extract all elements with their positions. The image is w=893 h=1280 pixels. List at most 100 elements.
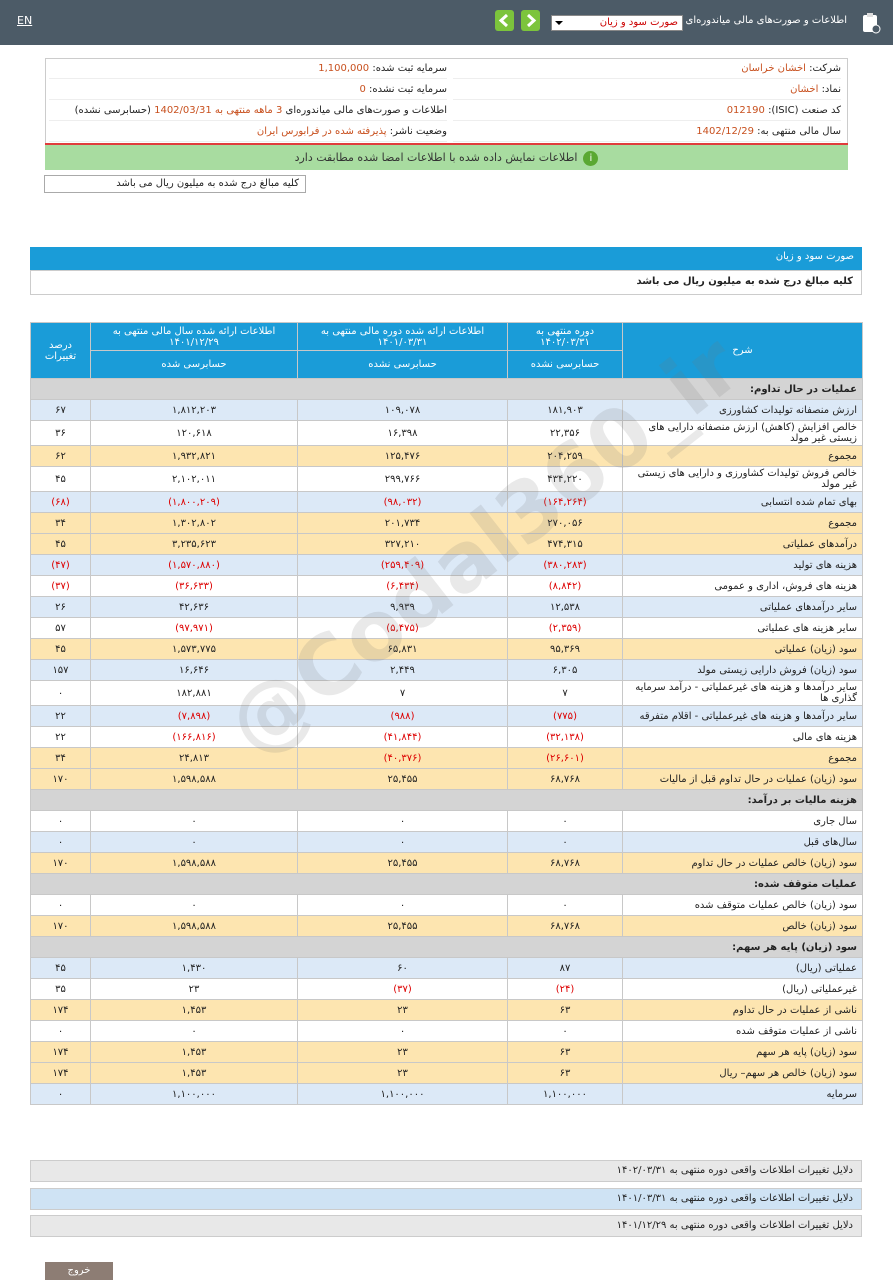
row-value: ۲۲,۳۵۶: [507, 420, 623, 446]
data-row: ارزش منصفانه تولیدات کشاورزی ۱۸۱,۹۰۳ ۱۰۹,۰…: [30, 399, 863, 421]
row-label: درآمدهای عملیاتی: [622, 533, 863, 555]
data-row: هزینه های فروش، اداری و عمومی (۸,۸۴۲) (۶,۴…: [30, 575, 863, 597]
row-value: (۳۶,۶۳۳): [90, 575, 298, 597]
row-change: ۱۷۴: [30, 1041, 91, 1063]
data-row: سود (زیان) خالص ۶۸,۷۶۸ ۲۵,۴۵۵ ۱,۵۹۸,۵۸۸ ۱۷۰: [30, 915, 863, 937]
row-change: ۶۲: [30, 445, 91, 467]
row-change: ۱۷۴: [30, 999, 91, 1021]
row-change: ۶۷: [30, 399, 91, 421]
section-label: عملیات در حال تداوم:: [30, 378, 863, 400]
row-change: ۵۷: [30, 617, 91, 639]
row-label: سال جاری: [622, 810, 863, 832]
row-value: ۹,۹۳۹: [297, 596, 508, 618]
row-label: سایر درآمدها و هزینه های غیرعملیاتی - در…: [622, 680, 863, 706]
data-row: بهای تمام شده انتسابی (۱۶۴,۲۶۴) (۹۸,۰۳۲) (۱…: [30, 491, 863, 513]
row-change: ۳۵: [30, 978, 91, 1000]
row-value: ۹۵,۳۶۹: [507, 638, 623, 660]
row-label: ناشی از عملیات متوقف شده: [622, 1020, 863, 1042]
info-label: کد صنعت (ISIC):: [768, 105, 841, 116]
exit-button[interactable]: خروج: [45, 1262, 113, 1280]
row-change: ۴۵: [30, 957, 91, 979]
section-row: عملیات متوقف شده:: [30, 873, 863, 895]
data-row: ناشی از عملیات در حال تداوم ۶۳ ۲۳ ۱,۴۵۳ ۱۷۴: [30, 999, 863, 1021]
info-value: 3 ماهه منتهی به 1402/03/31: [154, 105, 283, 116]
data-row: سود (زیان) خالص عملیات در حال تداوم ۶۸,۷۶…: [30, 852, 863, 874]
row-value: ۱۲۵,۴۷۶: [297, 445, 508, 467]
row-value: ۸۷: [507, 957, 623, 979]
language-link[interactable]: EN: [17, 14, 33, 27]
row-value: ۲۳: [297, 1062, 508, 1084]
row-value: ۰: [297, 1020, 508, 1042]
row-change: ۰: [30, 1083, 91, 1105]
row-value: ۱,۵۷۳,۷۷۵: [90, 638, 298, 660]
row-value: ۲۹۹,۷۶۶: [297, 466, 508, 492]
row-label: سایر هزینه های عملیاتی: [622, 617, 863, 639]
notice: iاطلاعات نمایش داده شده با اطلاعات امضا …: [45, 143, 848, 170]
info-row: وضعیت ناشر: پذیرفته شده در فرابورس ایران: [49, 122, 447, 142]
statement-unit-note: کلیه مبالغ درج شده به میلیون ریال می باش…: [30, 270, 862, 295]
row-change: ۲۲: [30, 726, 91, 748]
row-value: ۶۰: [297, 957, 508, 979]
section-row: سود (زیان) پایه هر سهم:: [30, 936, 863, 958]
data-row: سرمایه ۱,۱۰۰,۰۰۰ ۱,۱۰۰,۰۰۰ ۱,۱۰۰,۰۰۰ ۰: [30, 1083, 863, 1105]
data-row: سود (زیان) خالص هر سهم– ریال ۶۳ ۲۳ ۱,۴۵۳ ۱۷۴: [30, 1062, 863, 1084]
row-value: (۳۲,۱۳۸): [507, 726, 623, 748]
income-statement-table: شرح دوره منتهی به ۱۴۰۲/۰۳/۳۱ اطلاعات ارا…: [30, 322, 863, 1105]
top-bar: EN صورت سود و زیان اطلاعات و صورت‌های ما…: [0, 0, 893, 45]
report-select[interactable]: صورت سود و زیان: [551, 15, 683, 31]
row-change: ۱۷۰: [30, 768, 91, 790]
data-row: سال جاری ۰ ۰ ۰ ۰: [30, 810, 863, 832]
row-value: ۱,۴۵۳: [90, 1062, 298, 1084]
prev-button[interactable]: [495, 10, 514, 31]
row-change: ۰: [30, 1020, 91, 1042]
info-row: شرکت: اخشان خراسان: [453, 59, 841, 79]
info-value: اخشان خراسان: [741, 63, 806, 74]
row-label: بهای تمام شده انتسابی: [622, 491, 863, 513]
header-audit: حسابرسی شده: [90, 350, 298, 379]
row-value: ۴۷۴,۳۱۵: [507, 533, 623, 555]
row-value: ۲۷۰,۰۵۶: [507, 512, 623, 534]
row-value: ۶۵,۸۳۱: [297, 638, 508, 660]
row-value: ۱۲۰,۶۱۸: [90, 420, 298, 446]
row-change: ۱۷۰: [30, 852, 91, 874]
row-value: ۱۸۱,۹۰۳: [507, 399, 623, 421]
row-label: سرمایه: [622, 1083, 863, 1105]
row-value: ۰: [90, 831, 298, 853]
row-value: ۱,۴۵۳: [90, 1041, 298, 1063]
row-value: (۹۸,۰۳۲): [297, 491, 508, 513]
row-label: عملیاتی (ریال): [622, 957, 863, 979]
row-change: ۴۵: [30, 638, 91, 660]
row-value: ۷: [297, 680, 508, 706]
section-row: عملیات در حال تداوم:: [30, 378, 863, 400]
row-change: ۴۵: [30, 466, 91, 492]
row-value: ۱۸۲,۸۸۱: [90, 680, 298, 706]
change-reason-row[interactable]: دلایل تغییرات اطلاعات واقعی دوره منتهی ب…: [30, 1215, 862, 1237]
header-change: درصد تغییرات: [30, 322, 91, 379]
row-value: ۴۳۴,۲۲۰: [507, 466, 623, 492]
row-label: مجموع: [622, 747, 863, 769]
row-value: ۲۳: [90, 978, 298, 1000]
row-value: (۴۰,۳۷۶): [297, 747, 508, 769]
row-value: ۱۲,۵۳۸: [507, 596, 623, 618]
change-reason-row[interactable]: دلایل تغییرات اطلاعات واقعی دوره منتهی ب…: [30, 1188, 862, 1210]
info-row: سرمایه ثبت نشده: 0: [49, 80, 447, 100]
row-value: ۱,۱۰۰,۰۰۰: [507, 1083, 623, 1105]
row-value: ۲,۴۴۹: [297, 659, 508, 681]
info-row: نماد: اخشان: [453, 80, 841, 100]
row-value: (۸,۸۴۲): [507, 575, 623, 597]
data-row: سایر درآمدها و هزینه های غیرعملیاتی - در…: [30, 680, 863, 706]
row-value: (۱,۸۰۰,۲۰۹): [90, 491, 298, 513]
info-row: اطلاعات و صورت‌های مالی میاندوره‌ای 3 ما…: [49, 101, 447, 121]
next-button[interactable]: [521, 10, 540, 31]
info-label: سرمایه ثبت شده:: [372, 63, 447, 74]
row-label: مجموع: [622, 445, 863, 467]
row-value: (۳۷): [297, 978, 508, 1000]
data-row: سایر هزینه های عملیاتی (۲,۳۵۹) (۵,۴۷۵) (۹۷,…: [30, 617, 863, 639]
info-label: سال مالی منتهی به:: [757, 126, 841, 137]
row-change: ۴۵: [30, 533, 91, 555]
section-row: هزینه مالیات بر درآمد:: [30, 789, 863, 811]
row-label: غیرعملیاتی (ریال): [622, 978, 863, 1000]
row-label: سود (زیان) خالص عملیات متوقف شده: [622, 894, 863, 916]
change-reason-row[interactable]: دلایل تغییرات اطلاعات واقعی دوره منتهی ب…: [30, 1160, 862, 1182]
info-label: شرکت:: [809, 63, 841, 74]
